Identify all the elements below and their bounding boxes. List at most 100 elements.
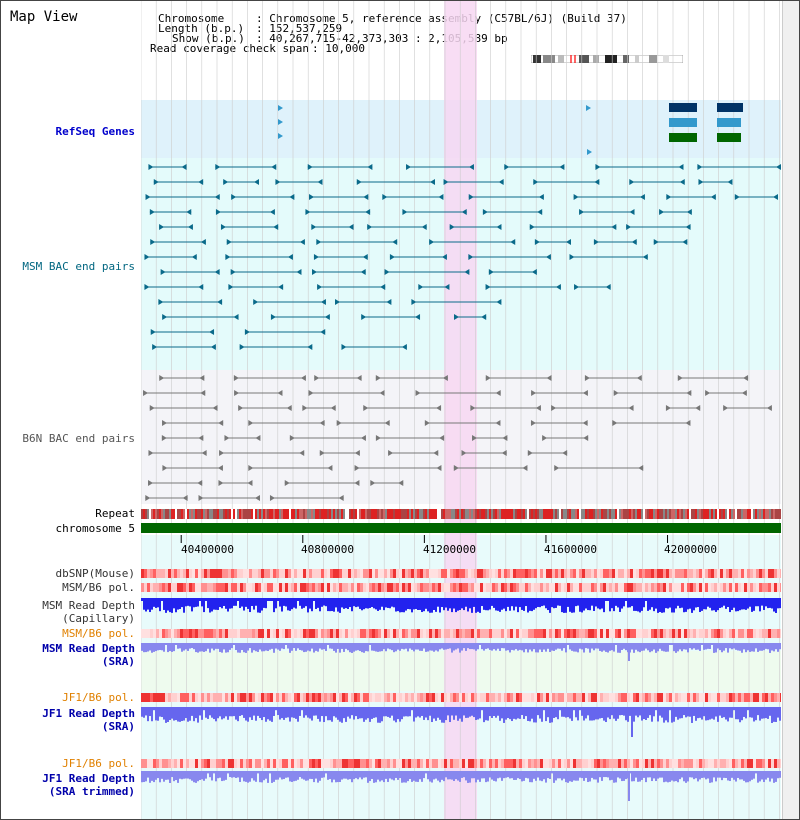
bac-end-marker	[461, 450, 467, 456]
polymorphism-cell	[564, 569, 567, 578]
bac-end-marker	[678, 164, 684, 170]
read-depth-bar	[439, 707, 441, 720]
polymorphism-cell	[189, 693, 192, 702]
polymorphism-cell	[267, 583, 270, 592]
polymorphism-cell	[315, 569, 318, 578]
polymorphism-cell	[489, 629, 492, 638]
polymorphism-cell	[717, 759, 720, 768]
polymorphism-cell	[729, 583, 732, 592]
track-label-b6n-bac[interactable]: B6N BAC end pairs	[22, 432, 135, 445]
read-depth-bar	[741, 643, 743, 653]
read-depth-bar	[691, 643, 693, 650]
genome-track-canvas[interactable]	[141, 1, 781, 819]
polymorphism-cell	[702, 693, 705, 702]
length-value: : 152,537,259	[256, 22, 343, 35]
polymorphism-cell	[309, 759, 312, 768]
polymorphism-cell	[711, 629, 714, 638]
bac-end-marker	[542, 435, 548, 441]
read-depth-bar	[303, 643, 305, 653]
read-depth-bar	[219, 771, 221, 778]
repeat-segment	[605, 509, 607, 519]
repeat-segment	[505, 509, 507, 519]
read-depth-bar	[755, 771, 757, 774]
polymorphism-cell	[681, 759, 684, 768]
read-depth-bar	[233, 771, 235, 778]
read-depth-bar	[333, 771, 335, 780]
read-depth-bar	[677, 643, 679, 652]
read-depth-bar	[637, 771, 639, 782]
read-depth-bar	[601, 643, 603, 652]
bac-end-marker	[233, 375, 239, 381]
read-depth-bar	[715, 643, 717, 653]
polymorphism-cell	[393, 629, 396, 638]
repeat-segment	[361, 509, 363, 519]
track-label-msm-bac[interactable]: MSM BAC end pairs	[22, 260, 135, 273]
bac-end-marker	[438, 194, 444, 200]
read-depth-bar	[277, 598, 279, 601]
bac-end-marker	[300, 375, 306, 381]
vertical-scrollbar[interactable]	[782, 1, 799, 819]
read-depth-bar	[259, 643, 261, 650]
polymorphism-cell	[720, 759, 723, 768]
polymorphism-cell	[666, 569, 669, 578]
polymorphism-cell	[324, 569, 327, 578]
read-depth-bar	[163, 707, 165, 720]
polymorphism-cell	[150, 693, 153, 702]
polymorphism-cell	[684, 693, 687, 702]
polymorphism-cell	[660, 583, 663, 592]
polymorphism-cell	[735, 629, 738, 638]
read-depth-bar	[213, 598, 215, 610]
polymorphism-cell	[390, 569, 393, 578]
polymorphism-cell	[528, 629, 531, 638]
read-depth-bar	[609, 707, 611, 720]
read-depth-bar	[777, 707, 779, 718]
polymorphism-cell	[690, 759, 693, 768]
read-depth-bar	[645, 643, 647, 649]
read-depth-bar	[763, 771, 765, 783]
read-depth-bar	[773, 707, 775, 722]
polymorphism-cell	[675, 759, 678, 768]
read-depth-bar	[263, 643, 265, 652]
polymorphism-cell	[441, 569, 444, 578]
read-depth-bar	[535, 771, 537, 781]
genome-track-area[interactable]	[141, 1, 781, 819]
read-depth-bar	[271, 643, 273, 649]
read-depth-bar	[623, 598, 625, 607]
bac-end-marker	[302, 405, 308, 411]
polymorphism-cell	[285, 569, 288, 578]
track-label-refseq[interactable]: RefSeq Genes	[55, 125, 135, 138]
polymorphism-cell	[447, 759, 450, 768]
read-depth-bar	[417, 707, 419, 717]
read-depth-bar	[359, 771, 361, 778]
polymorphism-cell	[504, 693, 507, 702]
bac-end-marker	[392, 239, 398, 245]
polymorphism-cell	[495, 569, 498, 578]
polymorphism-cell	[177, 693, 180, 702]
read-depth-bar	[725, 643, 727, 649]
repeat-segment	[273, 509, 275, 519]
bac-end-marker	[527, 450, 533, 456]
bac-end-marker	[468, 254, 474, 260]
read-depth-bar	[407, 771, 409, 782]
read-depth-bar	[737, 707, 739, 720]
repeat-segment	[349, 509, 351, 519]
polymorphism-cell	[591, 629, 594, 638]
polymorphism-cell	[297, 759, 300, 768]
read-depth-bar	[443, 643, 445, 650]
read-depth-bar	[683, 771, 685, 782]
chromosome-ideogram[interactable]	[531, 55, 683, 63]
bac-end-marker	[441, 254, 447, 260]
polymorphism-cell	[753, 583, 756, 592]
read-depth-bar	[465, 707, 467, 718]
read-depth-bar	[615, 598, 617, 606]
read-depth-bar	[373, 707, 375, 718]
polymorphism-cell	[507, 693, 510, 702]
polymorphism-cell	[678, 569, 681, 578]
read-depth-bar	[495, 707, 497, 718]
polymorphism-cell	[669, 583, 672, 592]
read-depth-bar	[467, 643, 469, 649]
read-depth-bar	[181, 598, 183, 608]
read-depth-bar	[437, 643, 439, 652]
read-depth-bar	[179, 643, 181, 649]
read-depth-bar	[753, 771, 755, 779]
